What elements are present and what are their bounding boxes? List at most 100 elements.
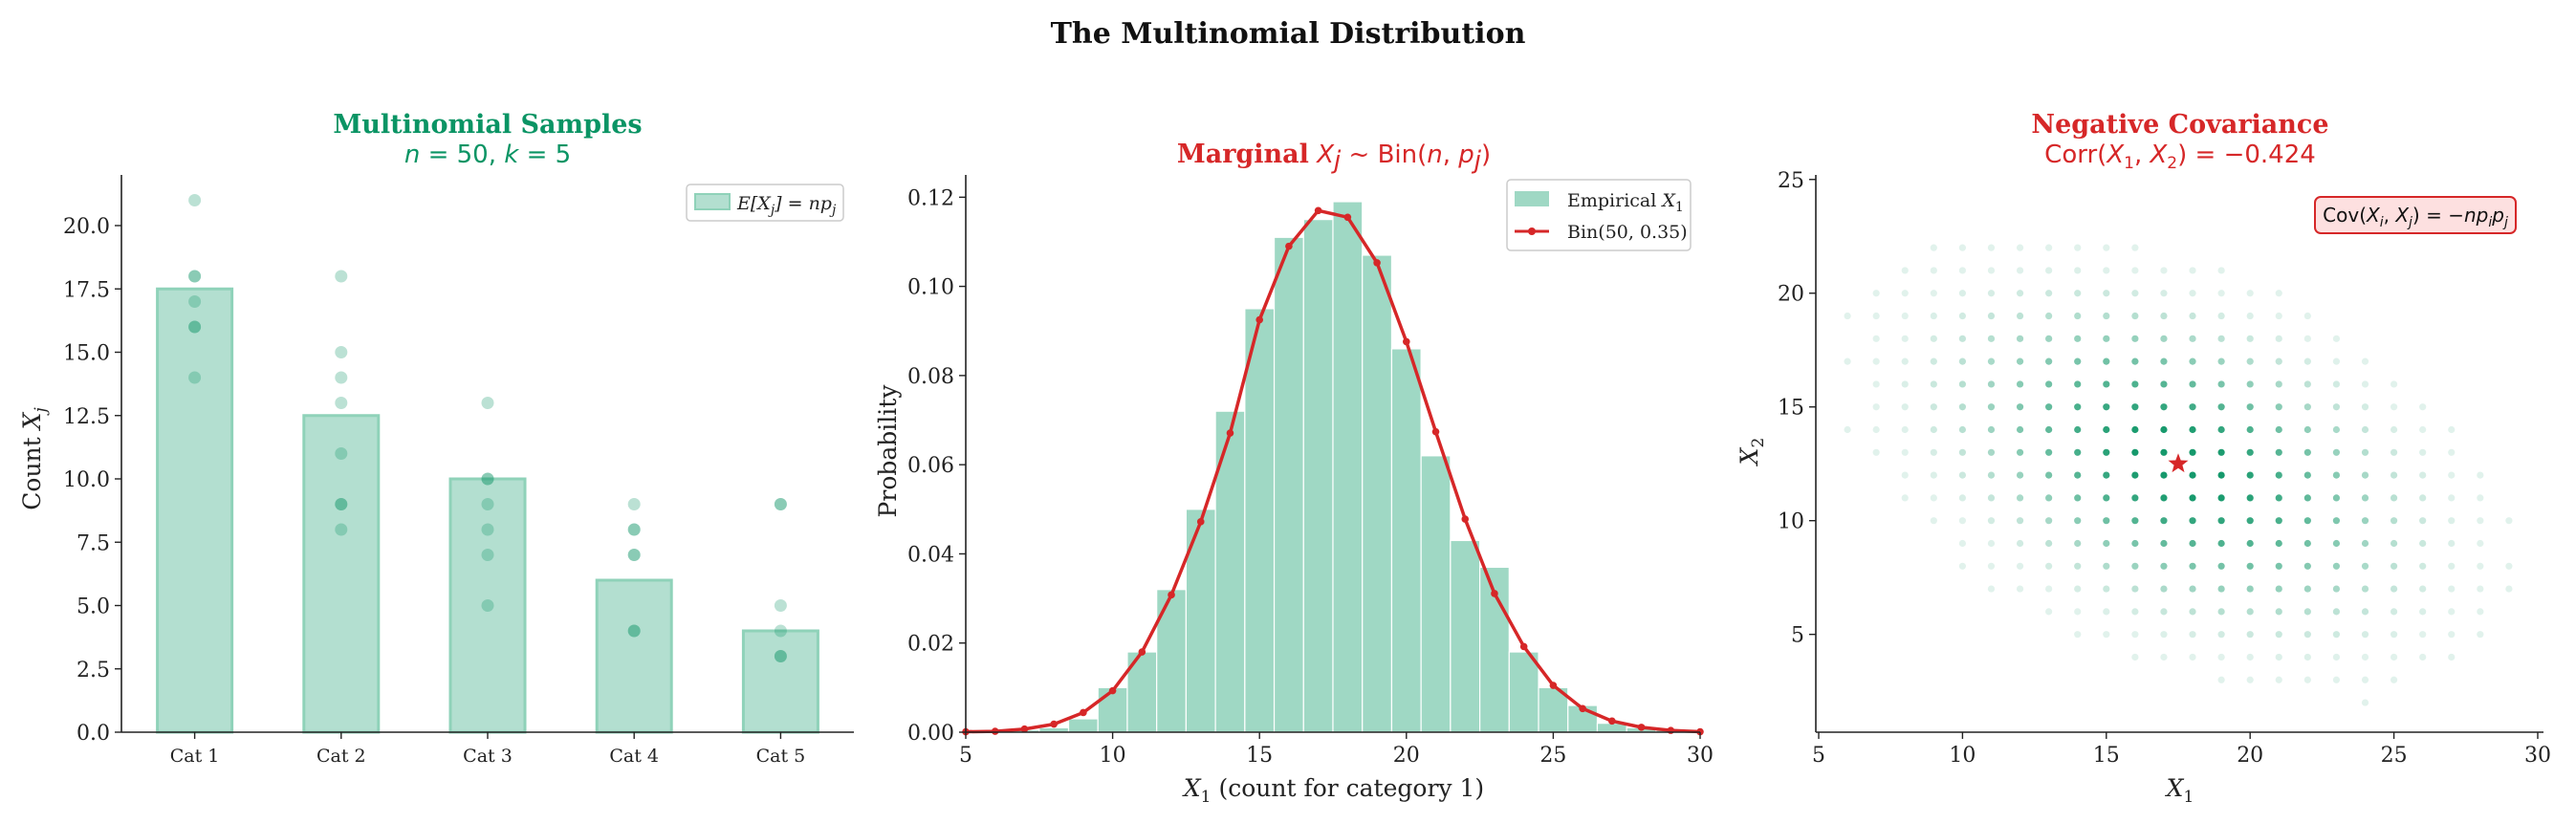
p1-ytick-label: 15.0 (63, 342, 110, 366)
p2-binomial-point (1461, 515, 1470, 523)
p3-scatter-point (2131, 585, 2139, 593)
p3-scatter-point (1872, 403, 1880, 411)
p3-scatter-point (2303, 312, 2311, 320)
p3-scatter-point (2361, 380, 2369, 388)
p3-scatter-point (2390, 539, 2398, 548)
p3-scatter-point (2275, 425, 2282, 434)
p3-scatter-point (2131, 267, 2139, 274)
p2-ytick-label: 0.04 (907, 543, 954, 567)
p2-hist-bar (1067, 718, 1099, 733)
p3-scatter-point (2448, 608, 2456, 616)
p3-scatter-point (1901, 267, 1909, 274)
p3-scatter-points (1844, 244, 2513, 706)
p3-scatter-point (1958, 425, 1967, 434)
p3-scatter-point (1987, 335, 1996, 342)
p3-scatter-point (2131, 403, 2139, 411)
p3-scatter-point (2477, 494, 2484, 502)
p3-scatter-point (1930, 448, 1937, 456)
p3-scatter-point (2303, 562, 2311, 570)
p3-scatter-point (2390, 425, 2398, 434)
p3-scatter-point (2189, 631, 2196, 639)
p3-scatter-point (2477, 631, 2484, 639)
p3-scatter-point (1987, 290, 1996, 297)
p1-xtick-label: Cat 4 (609, 746, 659, 767)
p3-scatter-point (2448, 448, 2456, 456)
p3-scatter-point (2189, 312, 2196, 320)
p3-scatter-point (2332, 653, 2341, 661)
p3-scatter-point (2131, 425, 2139, 434)
p2-binomial-point (1108, 686, 1117, 695)
p1-ytick-label: 20.0 (63, 215, 110, 239)
p3-scatter-point (2361, 403, 2369, 411)
p1-sample-point (335, 270, 348, 283)
p3-scatter-point (2160, 653, 2168, 661)
p3-scatter-point (2275, 380, 2282, 388)
p3-scatter-point (1901, 448, 1909, 456)
p3-scatter-point (2074, 608, 2082, 616)
p2-legend-hist-label: Empirical X1 (1567, 190, 1684, 215)
p3-scatter-point (2246, 539, 2254, 548)
p3-scatter-point (2275, 539, 2282, 548)
p3-scatter-point (1901, 380, 1909, 388)
p3-scatter-point (2477, 585, 2484, 593)
p3-scatter-point (2016, 425, 2024, 434)
p1-sample-point (188, 194, 202, 206)
p3-scatter-point (1958, 267, 1967, 274)
p1-sample-point (481, 472, 494, 486)
p3-scatter-point (2217, 562, 2225, 570)
p3-scatter-point (1901, 494, 1909, 502)
p3-scatter-point (1958, 244, 1967, 251)
p3-scatter-point (2016, 290, 2024, 297)
panel-marginal: Marginal Xj ~ Bin(n, pj) 0.000.020.040.0… (874, 140, 1714, 807)
p1-ylabel: Count Xj (18, 407, 51, 510)
p2-binomial-point (1608, 717, 1616, 726)
p3-scatter-point (2103, 471, 2110, 479)
p1-sample-point (188, 320, 202, 334)
p2-hist-bar (1478, 566, 1510, 733)
p3-scatter-point (2045, 585, 2053, 593)
p3-scatter-point (2419, 608, 2427, 616)
p1-sample-point (481, 549, 494, 561)
p3-scatter-point (2103, 517, 2110, 525)
p3-scatter-point (2103, 380, 2110, 388)
p3-scatter-point (2045, 448, 2053, 456)
p3-scatter-point (2074, 244, 2082, 251)
p1-bars (156, 287, 819, 734)
p3-scatter-point (1987, 357, 1996, 365)
p2-axes: 0.00 0.02 0.04 0.06 0.08 0.10 0.12 5 10 15 20 25 30 (907, 175, 1714, 768)
p3-scatter-point (2361, 562, 2369, 570)
p3-scatter-point (1987, 494, 1996, 502)
p3-scatter-point (2074, 448, 2082, 456)
p3-scatter-point (2016, 335, 2024, 342)
p2-hist-bar (1508, 651, 1539, 733)
p3-scatter-point (1901, 425, 1909, 434)
p3-ylabel: X2 (1736, 438, 1768, 467)
p3-scatter-point (1987, 244, 1996, 251)
p3-scatter-point (2074, 517, 2082, 525)
p1-bar (595, 578, 673, 734)
p1-sample-point (627, 523, 641, 536)
p3-scatter-point (2332, 539, 2341, 548)
p2-binomial-point (1138, 648, 1146, 656)
p3-scatter-point (2246, 517, 2254, 525)
p1-bar (302, 414, 381, 734)
p3-scatter-point (2217, 380, 2225, 388)
p3-scatter-point (2303, 494, 2311, 502)
p3-scatter-point (2016, 562, 2024, 570)
p3-scatter-point (2275, 312, 2282, 320)
p3-scatter-point (2103, 357, 2110, 365)
p1-ytick-label: 5.0 (76, 596, 110, 619)
p3-scatter-point (1930, 403, 1937, 411)
p3-scatter-point (2131, 357, 2139, 365)
p3-scatter-point (2303, 448, 2311, 456)
p2-histogram (1009, 201, 1687, 733)
p3-scatter-point (2419, 471, 2427, 479)
p3-scatter-point (1958, 403, 1967, 411)
p3-scatter-point (2303, 380, 2311, 388)
p3-scatter-point (2275, 653, 2282, 661)
p3-scatter-point (1958, 539, 1967, 548)
p3-scatter-point (2074, 312, 2082, 320)
p2-binomial-point (1549, 682, 1558, 689)
p3-scatter-point (2074, 539, 2082, 548)
p3-scatter-point (1987, 471, 1996, 479)
